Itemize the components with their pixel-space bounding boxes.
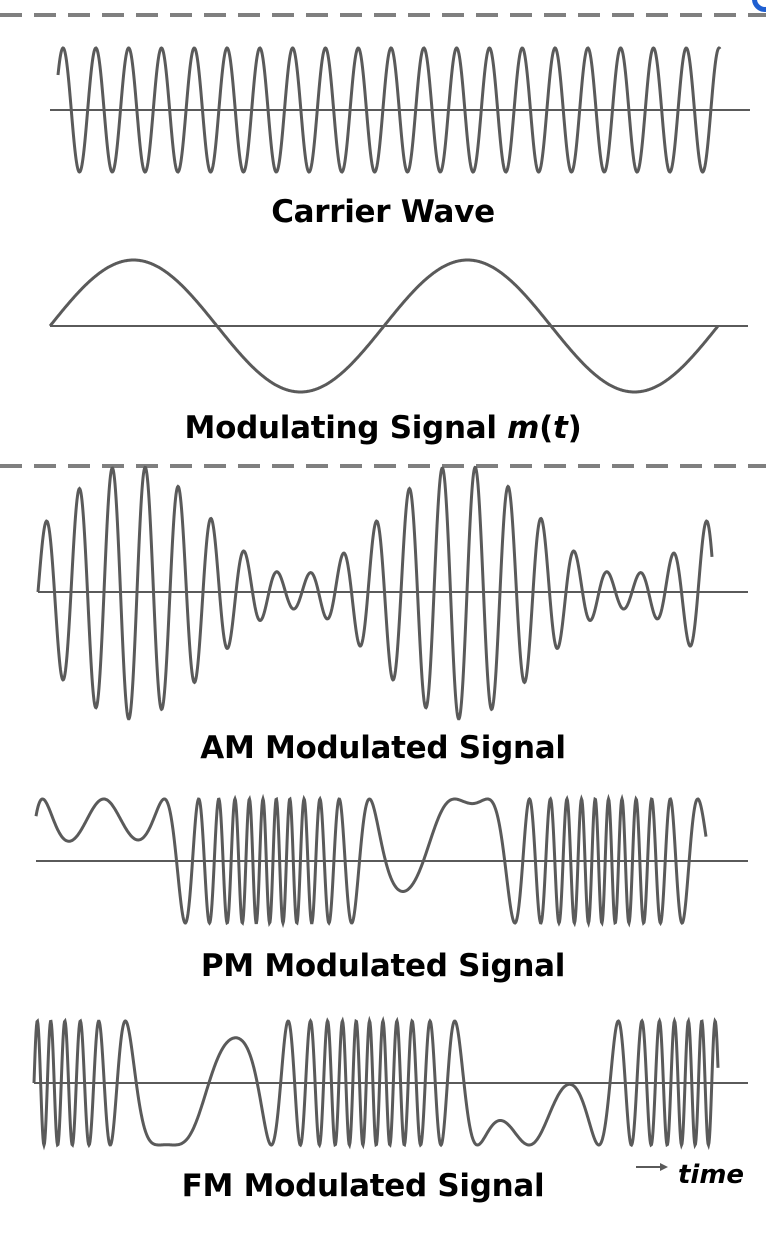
modulating-wave (48, 258, 720, 394)
fm-signal-label: FM Modulated Signal (181, 1168, 545, 1204)
modulating-label-t: t (553, 410, 568, 446)
carrier-wave-label: Carrier Wave (271, 194, 495, 230)
carrier-wave (56, 46, 722, 174)
modulating-label-text: Modulating Signal (184, 410, 508, 446)
modulating-label-open-paren: ( (539, 410, 554, 446)
modulating-label-m: m (507, 410, 540, 446)
am-wave (36, 465, 714, 721)
time-arrow-head (660, 1163, 668, 1171)
pm-wave (34, 793, 708, 929)
modulating-label-close-paren: ) (567, 410, 582, 446)
time-axis-label: time (678, 1160, 745, 1190)
am-signal-label: AM Modulated Signal (200, 730, 566, 766)
corner-accent-mark (752, 0, 766, 12)
pm-signal-label: PM Modulated Signal (200, 948, 566, 984)
fm-wave (32, 1015, 720, 1151)
modulating-signal-label: Modulating Signal m(t) (0, 410, 766, 446)
